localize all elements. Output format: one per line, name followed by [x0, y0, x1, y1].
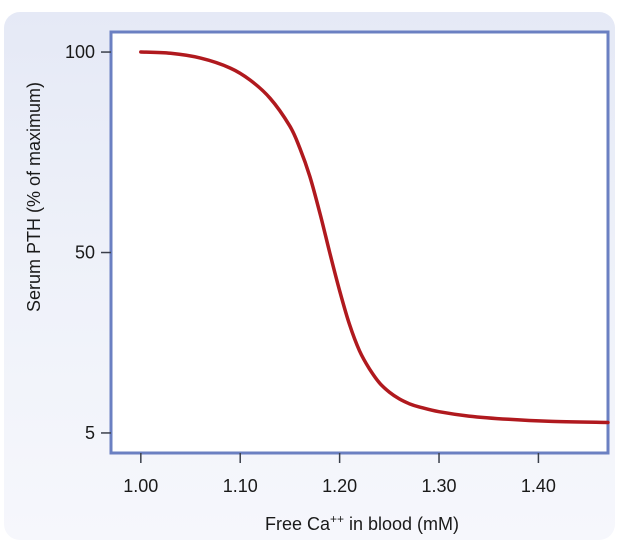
- x-axis-label-superscript: ++: [330, 512, 344, 526]
- x-tick-label: 1.10: [223, 476, 258, 496]
- y-axis: 100 50 5: [65, 42, 111, 443]
- x-axis: 1.00 1.10 1.20 1.30 1.40: [123, 453, 556, 496]
- x-axis-label-main: Free Ca: [265, 514, 331, 534]
- plot-frame: [109, 30, 610, 455]
- x-tick-label: 1.40: [521, 476, 556, 496]
- y-axis-label: Serum PTH (% of maximum): [24, 82, 44, 312]
- x-tick-label: 1.00: [123, 476, 158, 496]
- y-tick-label: 100: [65, 42, 95, 62]
- pth-curve-line: [139, 50, 610, 425]
- x-axis-label-suffix: in blood (mM): [344, 514, 459, 534]
- x-tick-label: 1.30: [421, 476, 456, 496]
- y-tick-label: 50: [75, 243, 95, 263]
- x-tick-label: 1.20: [322, 476, 357, 496]
- x-axis-label: Free Ca++ in blood (mM): [265, 512, 459, 534]
- y-tick-label: 5: [85, 423, 95, 443]
